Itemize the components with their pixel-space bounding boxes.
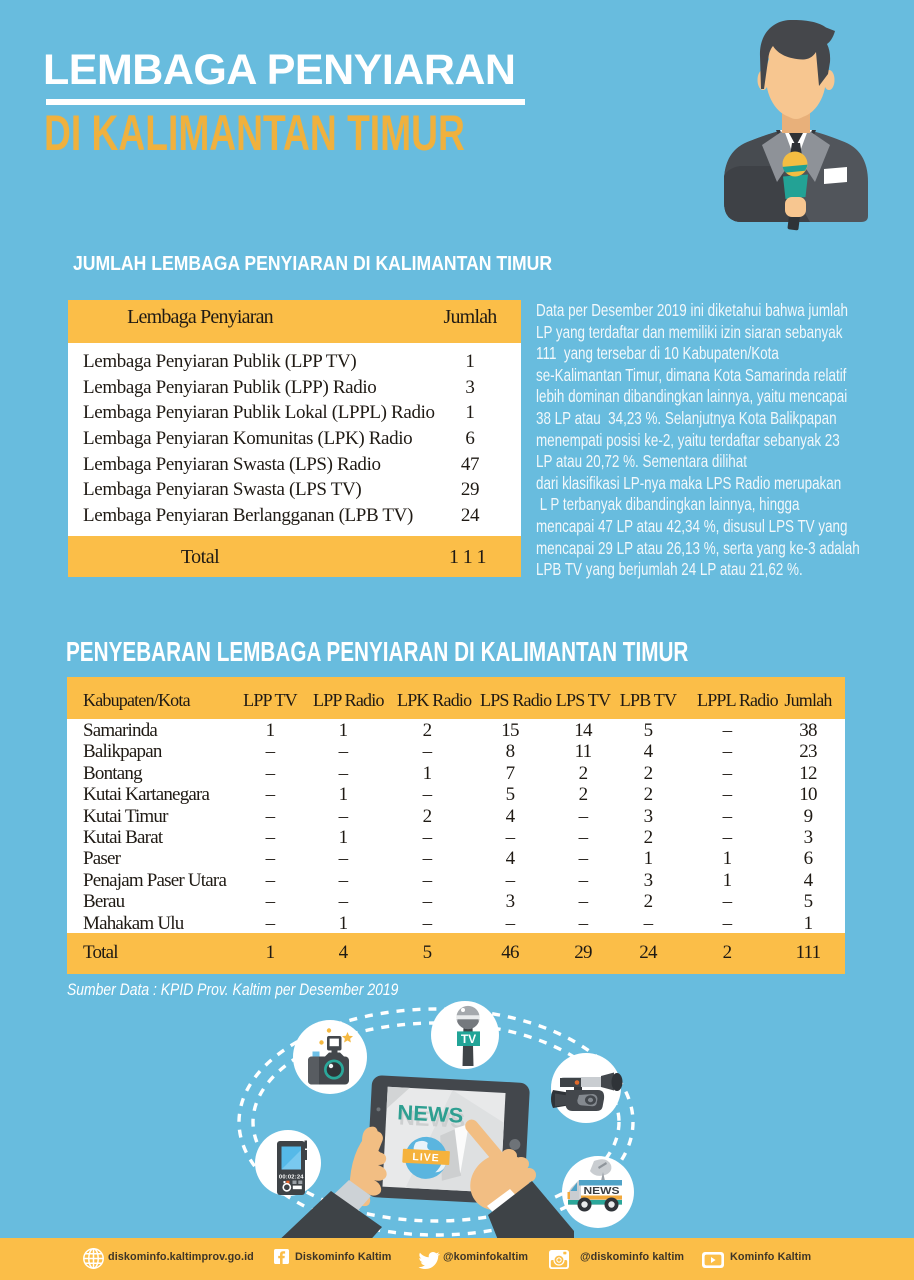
svg-text:TV: TV (461, 1032, 476, 1046)
svg-text:NEWS: NEWS (398, 1106, 465, 1132)
svg-text:NEWS: NEWS (584, 1186, 620, 1197)
svg-text:LIVE: LIVE (412, 1151, 440, 1164)
svg-text:00:02:24: 00:02:24 (279, 1175, 304, 1181)
svg-text:NEWS: NEWS (397, 1101, 464, 1127)
